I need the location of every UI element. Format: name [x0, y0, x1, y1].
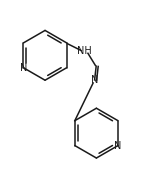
Text: N: N	[20, 63, 27, 73]
Text: NH: NH	[77, 46, 92, 56]
Text: N: N	[91, 75, 98, 85]
Text: N: N	[114, 141, 122, 150]
